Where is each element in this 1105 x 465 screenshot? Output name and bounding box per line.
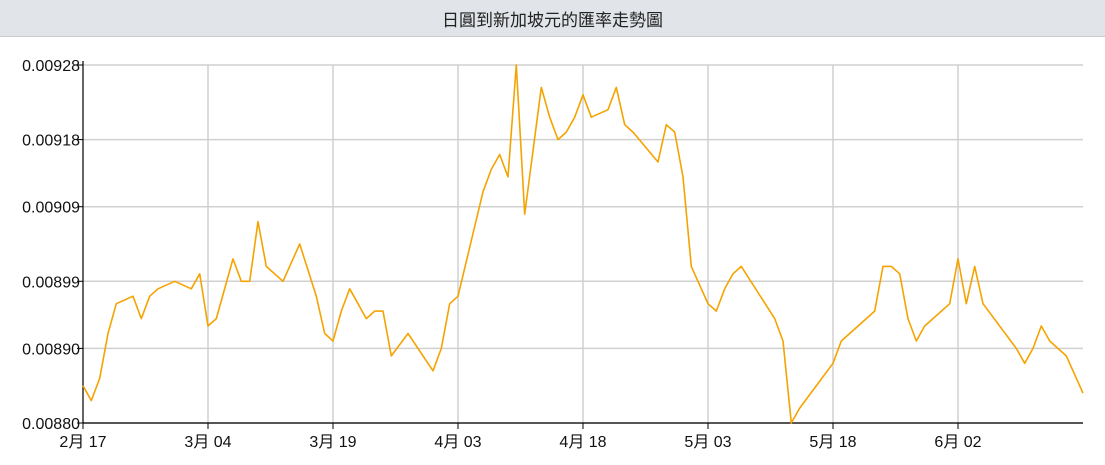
x-tick-label: 5月 18 [809,434,856,451]
chart-title: 日圓到新加坡元的匯率走勢圖 [0,0,1105,37]
x-tick-label: 2月 17 [59,434,106,451]
x-tick-label: 6月 02 [934,434,981,451]
x-tick-label: 4月 03 [434,434,481,451]
y-tick-label: 0.00909 [22,200,80,217]
y-tick-label: 0.00928 [22,58,80,75]
y-tick-label: 0.00890 [22,341,80,358]
y-tick-label: 0.00918 [22,133,80,150]
y-axis-tick-labels: 0.00880 0.00890 0.00899 0.00909 0.00918 0.009… [22,58,80,433]
axes [77,61,1083,429]
x-tick-label: 3月 19 [309,434,356,451]
x-tick-label: 3月 04 [184,434,231,451]
x-axis-tick-labels: 2月 17 3月 04 3月 19 4月 03 4月 18 5月 03 5月 18 6月 02 [59,434,981,451]
vertical-gridlines [207,65,959,423]
y-tick-label: 0.00899 [22,274,80,291]
series-group [82,64,1084,424]
x-tick-label: 5月 03 [684,434,731,451]
x-tick-label: 4月 18 [559,434,606,451]
series-line [82,64,1084,424]
y-tick-label: 0.00880 [22,416,80,433]
